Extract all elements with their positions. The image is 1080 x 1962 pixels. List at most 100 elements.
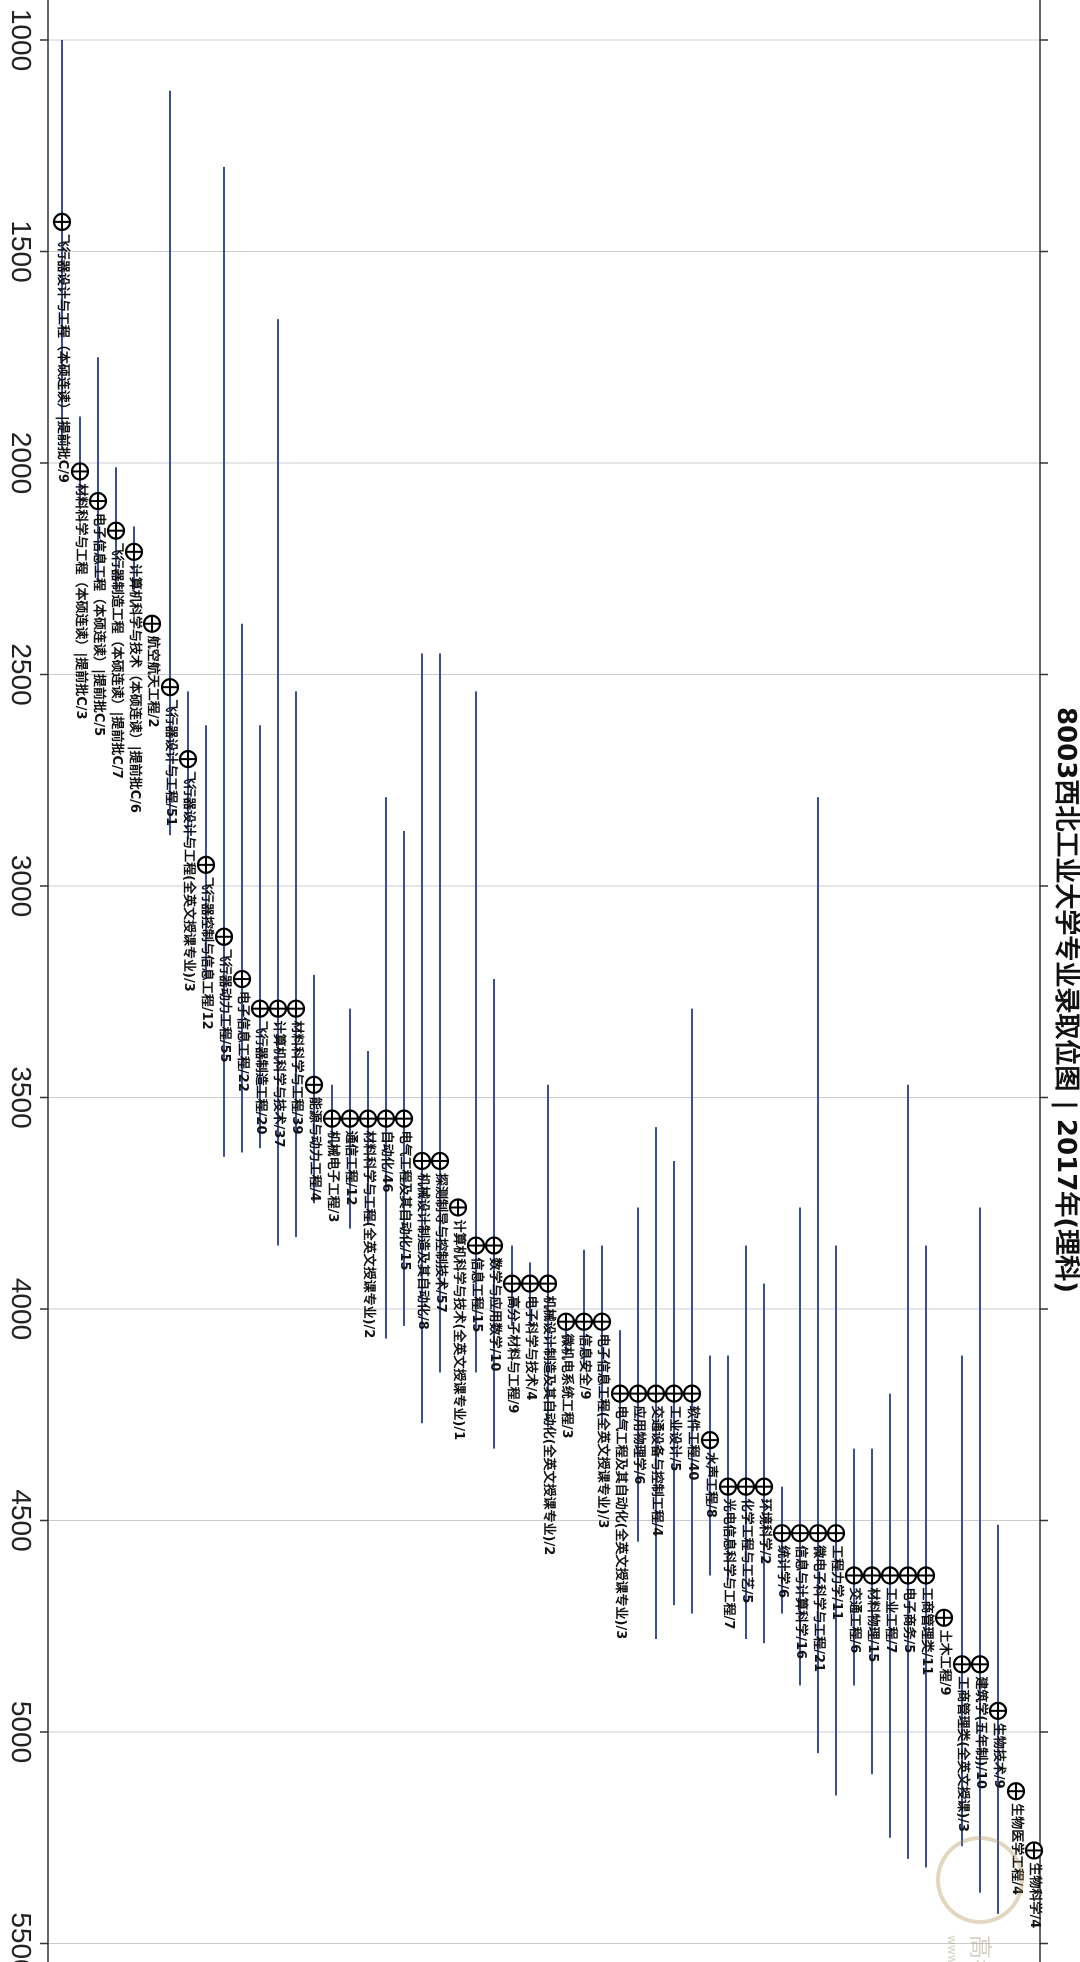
major-label: 电气工程及其自动化/15 [397,1131,413,1271]
rank-marker [340,1109,360,1128]
rank-marker [142,614,162,633]
rank-marker [808,1524,828,1543]
major-label: 交通设备与控制工程/4 [649,1406,665,1537]
rank-marker [1006,1782,1026,1801]
major-label: 生物技术/9 [991,1723,1007,1789]
rank-marker [394,1109,414,1128]
rank-marker [448,1198,468,1217]
major-label: 飞行器动力工程/55 [217,949,233,1063]
tick-label: 2000 [6,432,37,494]
major-label: 飞行器设计与工程（本硕连读）|提前批C/9 [55,234,71,483]
major-label: 材料科学与工程（本硕连读）|提前批C/3 [73,483,89,719]
rank-marker [124,542,144,561]
rank-marker [322,1109,342,1128]
major-label: 机械设计制造及其自动化(全英文授课专业)/2 [541,1296,557,1556]
major-label: 电子信息工程(全英文授课专业)/3 [595,1334,611,1529]
major-label: 高分子材料与工程/9 [505,1296,521,1414]
tick-label: 5000 [6,1701,37,1763]
rank-marker [898,1566,918,1585]
rank-marker [250,999,270,1018]
rank-marker [70,462,90,481]
major-label: 应用物理学/6 [631,1406,647,1485]
major-label: 电子商务/5 [901,1587,917,1653]
grid-layer [48,39,1040,1944]
tick-label: 1000 [6,9,37,71]
watermark-logo: 高考志愿网 www.10zzcom.net [936,1836,1024,1962]
rank-marker [574,1312,594,1331]
rank-marker [736,1477,756,1496]
rank-axis: 1000 1500 2000 2500 3000 3500 4000 4500 5000 5500 [6,0,1048,1962]
rank-marker [826,1524,846,1543]
major-label: 电子信息工程（本硕连读）|提前批C/5 [91,513,107,736]
rank-marker [412,1151,432,1171]
rank-marker [196,855,216,874]
major-label: 飞行器制造工程（本硕连读）|提前批C/7 [109,543,125,779]
rank-marker [970,1655,990,1674]
rank-marker [52,212,72,231]
rank-marker [214,927,234,946]
major-label: 生物医学工程/4 [1009,1803,1025,1895]
rank-marker [988,1701,1008,1720]
rank-marker [700,1431,720,1450]
major-label: 机械设计制造及其自动化/8 [415,1173,431,1330]
rank-marker [790,1524,810,1543]
rank-marker [682,1384,702,1403]
rank-marker [916,1566,936,1585]
major-labels: 飞行器设计与工程（本硕连读）|提前批C/9材料科学与工程（本硕连读）|提前批C/… [55,234,1043,1928]
major-label: 软件工程/40 [685,1406,701,1481]
major-label: 工业设计/5 [667,1406,683,1472]
rank-marker [772,1524,792,1543]
rank-marker [952,1655,972,1674]
major-label: 微电子科学与工程/21 [811,1544,827,1672]
major-label: 机械电子工程/3 [325,1131,341,1223]
major-label: 飞行器设计与工程/51 [163,699,179,826]
major-label: 飞行器制造工程/20 [253,1021,269,1135]
rank-marker [646,1384,666,1403]
major-label: 材料物理/15 [865,1587,881,1662]
rank-marker [718,1477,738,1496]
rank-marker [106,521,126,540]
rank-marker [178,749,198,769]
major-label: 环境科学/2 [757,1499,773,1565]
rank-marker [520,1274,540,1293]
rank-marker [862,1566,882,1585]
major-label: 数学与应用数学/10 [487,1258,503,1372]
tick-label: 4500 [6,1489,37,1551]
major-label: 计算机科学与技术/37 [271,1021,287,1148]
rank-marker [880,1566,900,1585]
rank-marker [610,1384,630,1403]
rank-marker [592,1312,612,1331]
major-label: 光电信息科学与工程/7 [721,1498,737,1630]
rank-marker [268,999,288,1018]
rank-marker [502,1274,522,1293]
rank-marker [88,491,108,511]
rank-marker [484,1236,504,1255]
major-label: 航空航天工程/2 [145,636,161,728]
major-label: 信息工程/15 [469,1258,485,1333]
rank-marker [538,1274,558,1293]
major-label: 信息与计算科学/16 [793,1545,809,1659]
rank-marker [376,1109,396,1128]
rank-marker [754,1477,774,1496]
rank-marker [466,1236,486,1255]
major-label: 飞行器设计与工程(全英文授课专业)/3 [181,771,197,992]
major-label: 材料科学与工程(全英文授课专业)/2 [361,1131,377,1339]
major-label: 微机电系统工程/3 [559,1333,575,1439]
major-label: 自动化/46 [379,1131,395,1193]
major-label: 土木工程/9 [937,1630,953,1696]
major-label: 电子科学与技术/4 [523,1296,539,1401]
tick-label: 5500 [6,1912,37,1962]
major-label: 材料科学与工程/39 [289,1021,305,1135]
major-label: 工业工程/7 [883,1587,899,1653]
major-label: 工程力学/11 [829,1545,845,1620]
major-label: 电子信息工程/22 [235,991,251,1092]
major-label: 化学工程与工艺/5 [739,1499,755,1604]
major-label: 生物科学/4 [1027,1862,1043,1928]
tick-label: 3500 [6,1066,37,1128]
tick-label: 1500 [6,220,37,282]
major-label: 信息安全/9 [577,1334,593,1400]
major-label: 建筑学(五年制)/10 [973,1676,989,1789]
major-label: 探测制导与控制技术/57 [433,1173,449,1313]
major-label: 水声工程/8 [703,1452,719,1518]
